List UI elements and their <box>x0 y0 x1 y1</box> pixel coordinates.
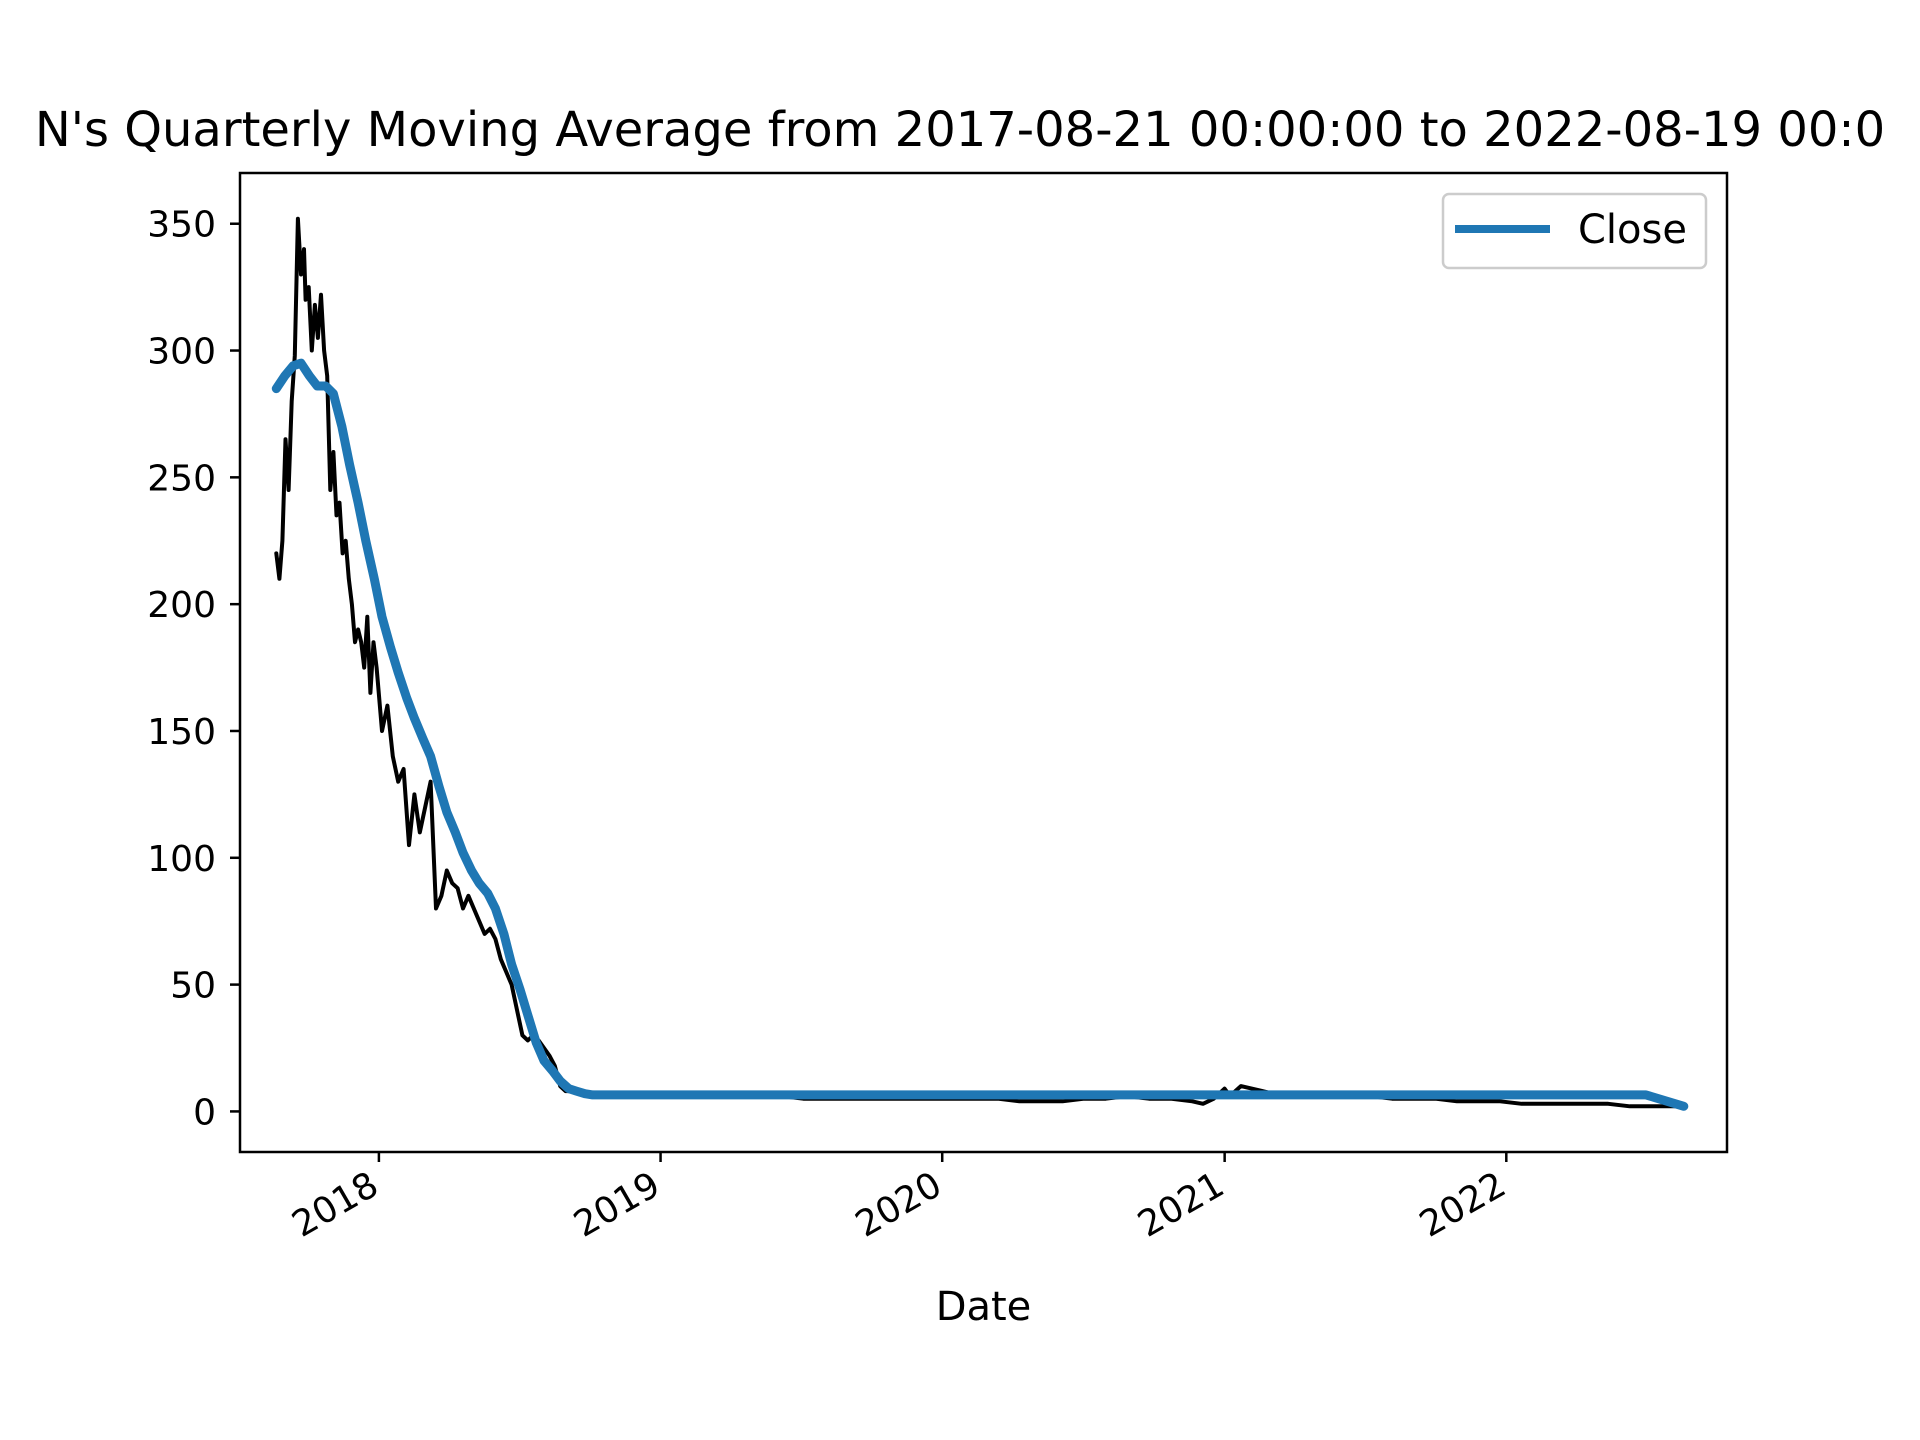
x-axis-label: Date <box>936 1284 1032 1330</box>
chart-title: N's Quarterly Moving Average from 2017-0… <box>35 102 1885 158</box>
x-tick-label: 2022 <box>1413 1164 1513 1245</box>
y-tick-label: 200 <box>147 585 216 626</box>
y-tick-label: 250 <box>147 458 216 499</box>
y-tick-label: 0 <box>193 1092 216 1133</box>
y-tick-label: 100 <box>147 839 216 880</box>
plot-frame <box>238 171 1729 1154</box>
x-tick-label: 2019 <box>567 1164 667 1245</box>
y-tick-label: 350 <box>147 205 216 246</box>
series-line-close <box>271 358 1689 1111</box>
y-tick-label: 150 <box>147 712 216 753</box>
legend-label-close: Close <box>1578 207 1687 253</box>
x-tick-label: 2021 <box>1131 1164 1231 1245</box>
x-tick-label: 2020 <box>849 1164 949 1245</box>
y-tick-label: 50 <box>170 966 216 1007</box>
series-line-price <box>274 216 1686 1109</box>
legend: Close <box>1441 192 1708 270</box>
legend-box <box>1441 192 1708 270</box>
x-tick-label: 2018 <box>286 1164 386 1245</box>
y-tick-label: 300 <box>147 332 216 373</box>
